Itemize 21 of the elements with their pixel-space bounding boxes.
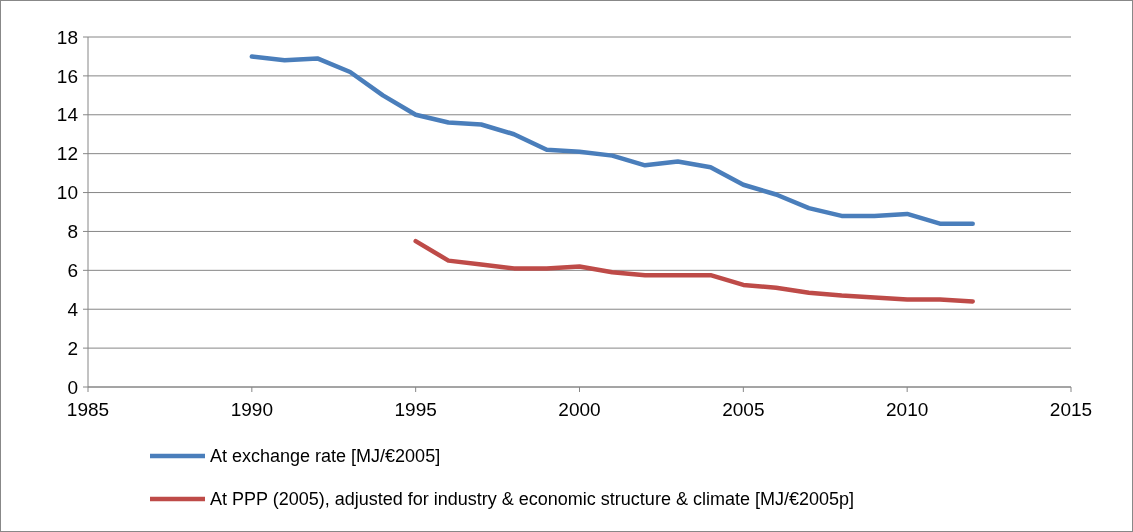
y-tick-label: 10: [56, 182, 78, 204]
x-tick-label: 2005: [722, 399, 765, 420]
x-tick-label: 2015: [1049, 399, 1093, 420]
y-tick-label: 18: [56, 26, 78, 48]
legend-label: At PPP (2005), adjusted for industry & economic structure & climate [MJ/€2005p]: [210, 489, 854, 510]
y-tick-label: 12: [56, 143, 78, 165]
x-tick-label: 2000: [558, 399, 601, 420]
y-tick-label: 8: [67, 221, 78, 243]
y-tick-label: 16: [56, 65, 78, 87]
y-tick-label: 2: [67, 337, 78, 359]
y-tick-label: 6: [67, 259, 78, 281]
x-tick-label: 1985: [66, 399, 110, 420]
y-tick-label: 0: [67, 376, 78, 398]
x-tick-label: 1990: [230, 399, 273, 420]
x-tick-label: 2010: [886, 399, 929, 420]
x-tick-label: 1995: [394, 399, 437, 420]
y-tick-label: 4: [67, 298, 79, 320]
line-series: [413, 238, 975, 304]
legend-label: At exchange rate [MJ/€2005]: [210, 446, 441, 467]
y-tick-label: 14: [56, 104, 79, 126]
line-series: [249, 54, 975, 226]
